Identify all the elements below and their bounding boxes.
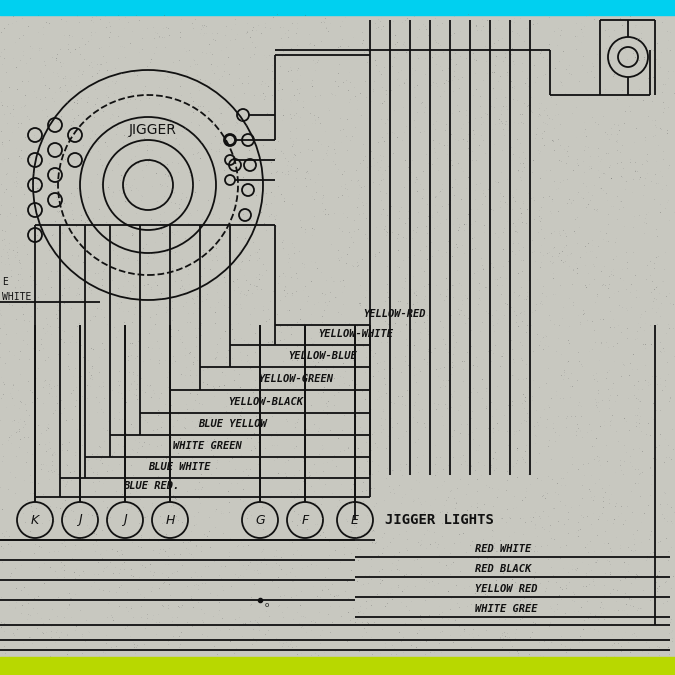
Text: BLUE RED.: BLUE RED.: [123, 481, 180, 491]
Text: H: H: [165, 514, 175, 526]
Text: WHITE GREE: WHITE GREE: [475, 604, 537, 614]
Text: JIGGER LIGHTS: JIGGER LIGHTS: [385, 513, 494, 527]
Text: YELLOW RED: YELLOW RED: [475, 584, 537, 594]
Text: BLUE YELLOW: BLUE YELLOW: [198, 419, 267, 429]
Text: YELLOW-RED: YELLOW-RED: [363, 309, 425, 319]
Text: K: K: [31, 514, 39, 526]
Text: WHITE: WHITE: [2, 292, 31, 302]
Text: JIGGER: JIGGER: [129, 123, 177, 137]
Text: E: E: [2, 277, 8, 287]
Text: YELLOW-WHITE: YELLOW-WHITE: [318, 329, 393, 339]
Text: YELLOW-BLUE: YELLOW-BLUE: [288, 351, 357, 361]
Text: o: o: [265, 602, 269, 608]
Text: YELLOW-GREEN: YELLOW-GREEN: [258, 374, 333, 384]
Text: J: J: [78, 514, 82, 526]
Text: J: J: [123, 514, 127, 526]
Text: E: E: [351, 514, 359, 526]
Text: RED BLACK: RED BLACK: [475, 564, 531, 574]
Text: RED WHITE: RED WHITE: [475, 544, 531, 554]
Text: WHITE GREEN: WHITE GREEN: [173, 441, 242, 451]
Text: YELLOW-BLACK: YELLOW-BLACK: [228, 397, 303, 407]
Text: G: G: [255, 514, 265, 526]
Text: BLUE WHITE: BLUE WHITE: [148, 462, 211, 472]
Text: F: F: [301, 514, 308, 526]
